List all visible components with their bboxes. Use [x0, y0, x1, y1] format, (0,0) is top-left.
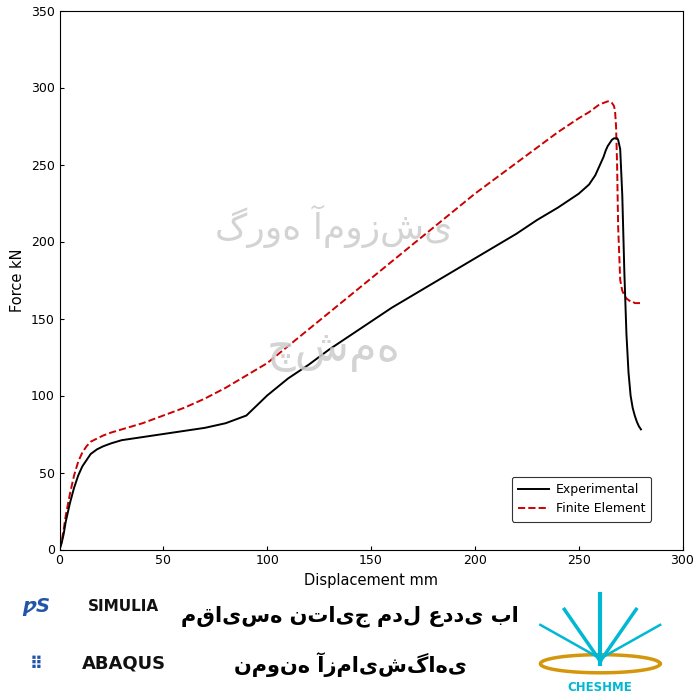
Experimental [92, 445, 101, 454]
Finite Element [242, 371, 251, 379]
Text: ABAQUS: ABAQUS [82, 654, 166, 673]
Experimental [610, 134, 618, 143]
Experimental [242, 412, 251, 420]
Finite Element [139, 419, 147, 428]
X-axis label: Displacement mm: Displacement mm [304, 573, 438, 588]
Y-axis label: Force kN: Force kN [10, 248, 25, 312]
Text: چشمه: چشمه [267, 328, 400, 372]
Finite Element [221, 384, 230, 392]
Text: نمونه آزمایشگاهی: نمونه آزمایشگاهی [234, 652, 466, 678]
Experimental [637, 425, 645, 433]
Experimental [55, 545, 64, 554]
Line: Experimental: Experimental [60, 139, 641, 550]
Legend: Experimental, Finite Element: Experimental, Finite Element [512, 477, 651, 522]
Text: ⠿: ⠿ [29, 654, 43, 673]
Experimental [221, 419, 230, 428]
Finite Element [603, 97, 612, 106]
Text: CHESHME: CHESHME [568, 680, 633, 694]
Text: ƿS: ƿS [22, 597, 50, 616]
Text: مقایسه نتایج مدل عددی با: مقایسه نتایج مدل عددی با [181, 605, 519, 626]
Finite Element [92, 435, 101, 443]
Finite Element [55, 545, 64, 554]
Text: SIMULIA: SIMULIA [88, 599, 160, 615]
Experimental [180, 427, 188, 435]
Text: گروه آموزشی: گروه آموزشی [215, 204, 452, 248]
Experimental [584, 181, 593, 189]
Finite Element [584, 108, 593, 116]
Finite Element [637, 299, 645, 307]
Experimental [139, 433, 147, 441]
Line: Finite Element: Finite Element [60, 102, 641, 550]
Finite Element [180, 404, 188, 412]
